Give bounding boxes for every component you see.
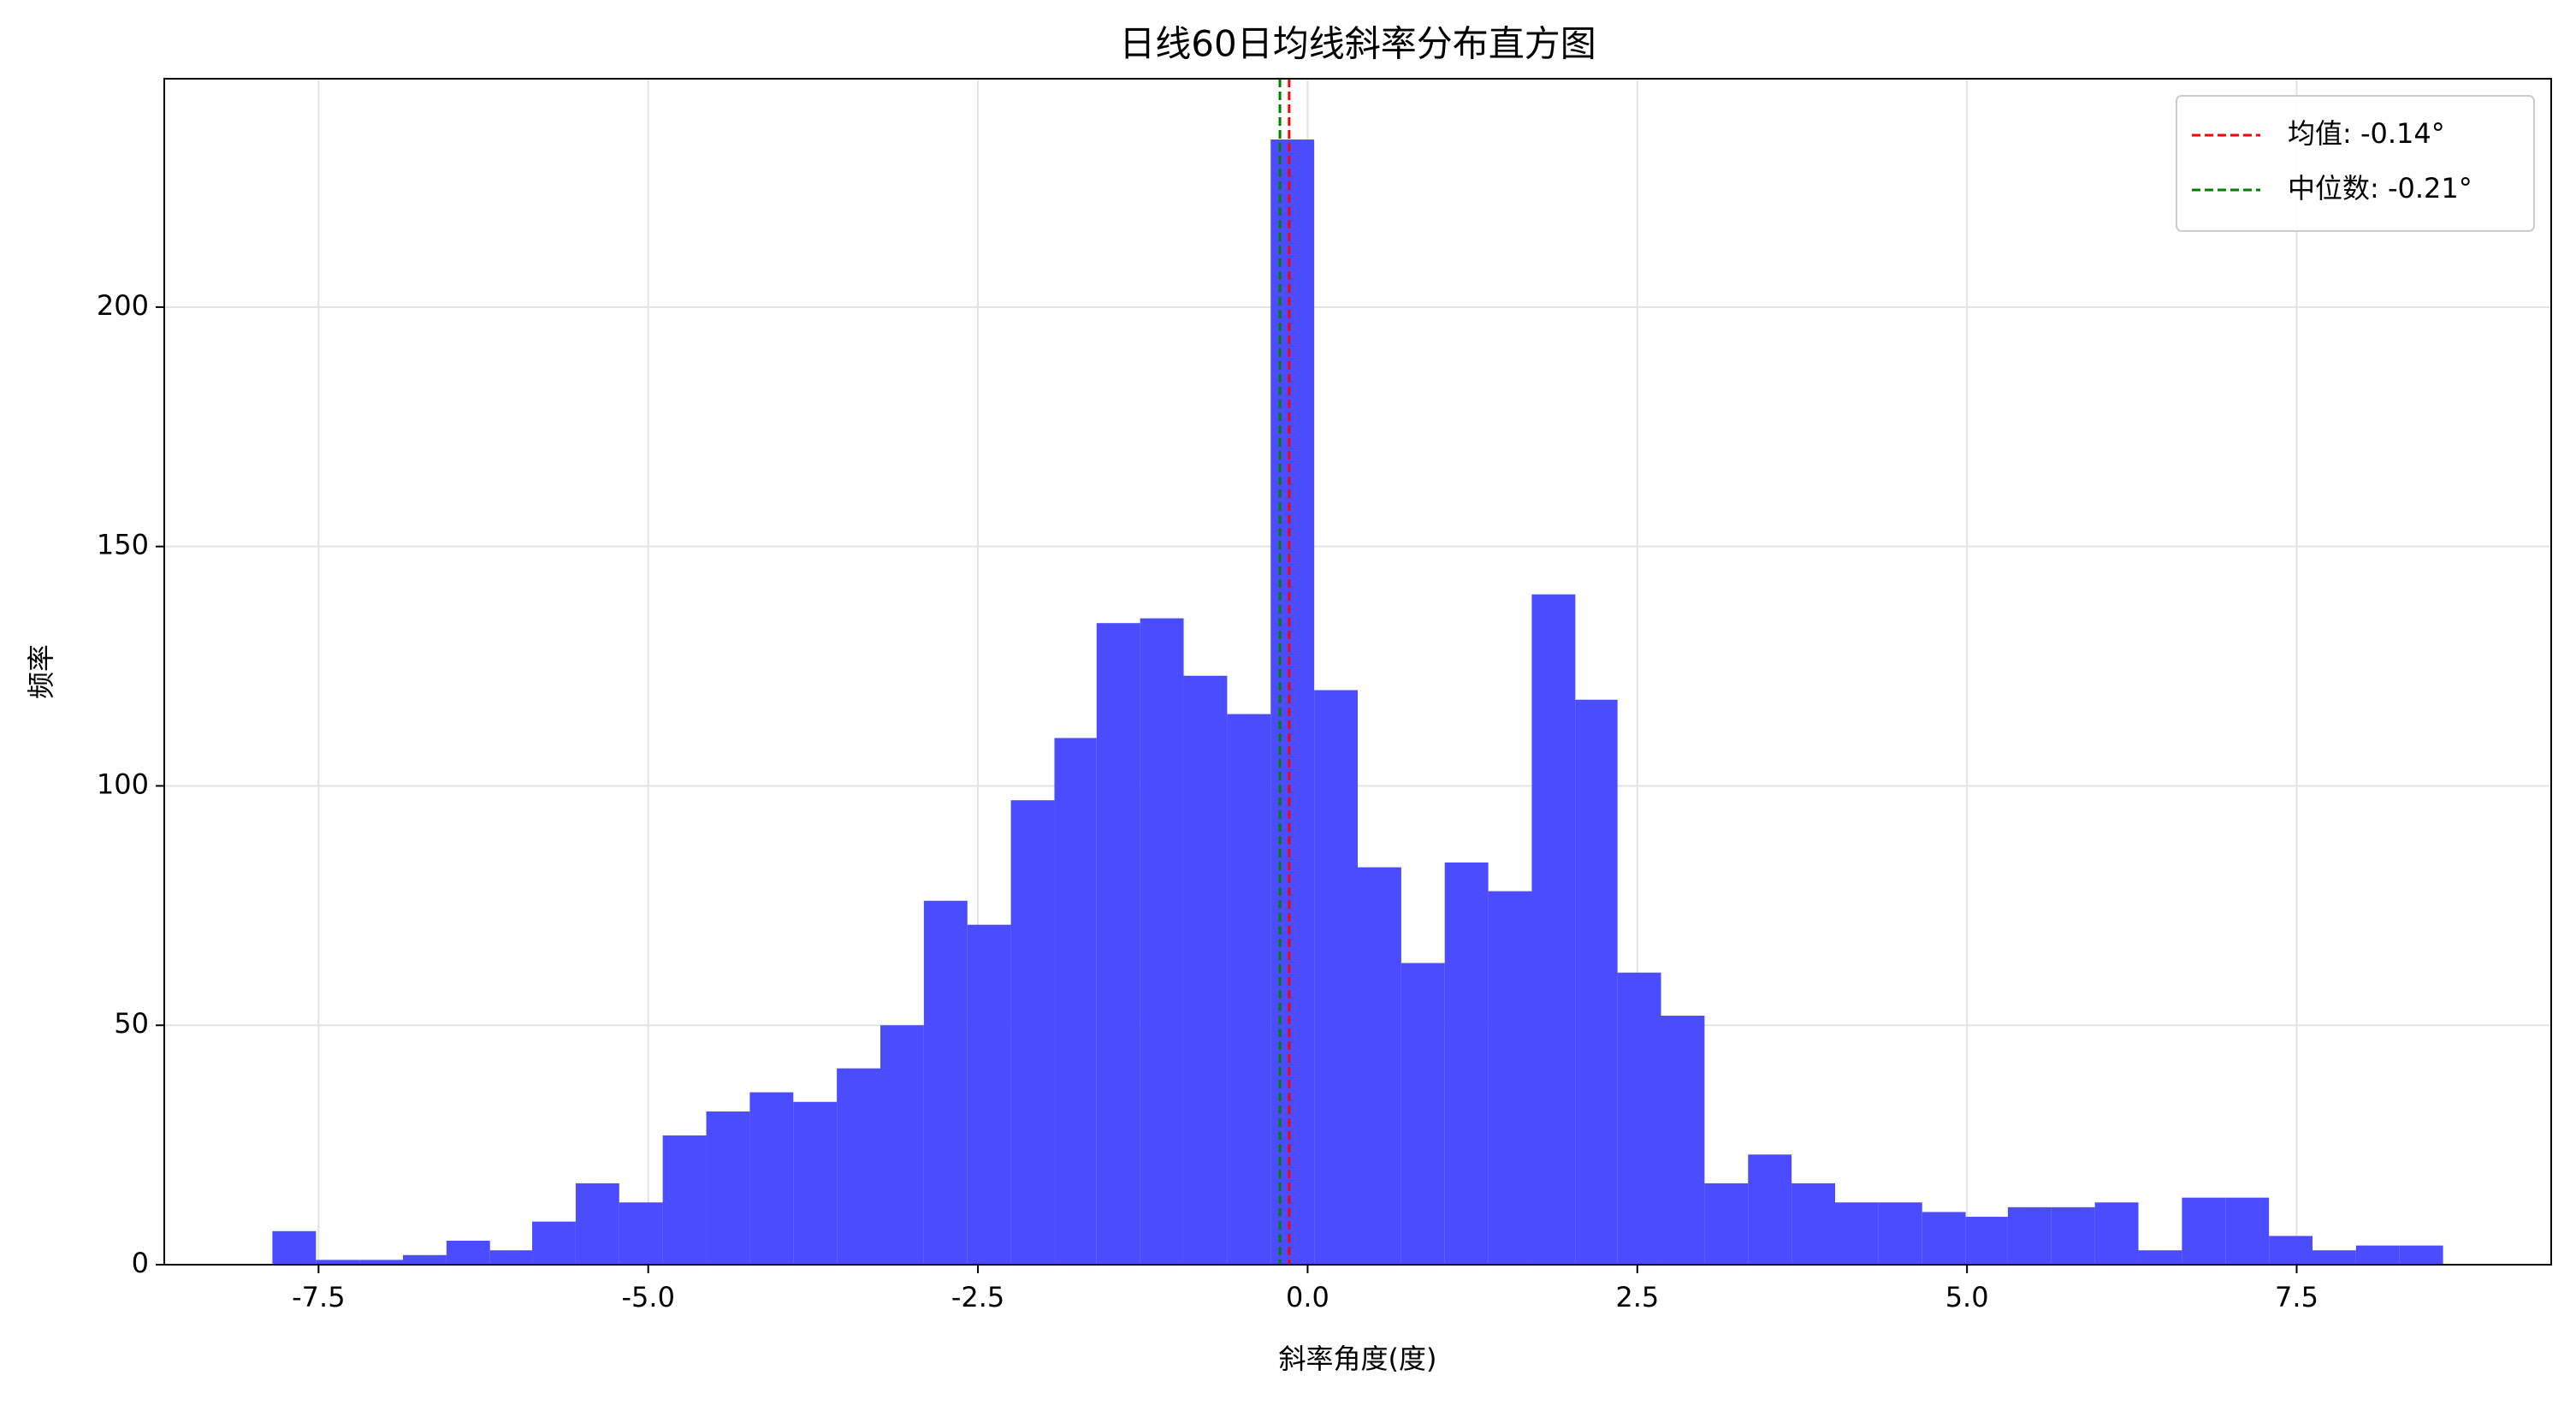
y-axis-label: 频率 xyxy=(25,644,57,699)
x-tick-label: 2.5 xyxy=(1615,1281,1659,1313)
bar xyxy=(793,1101,838,1265)
bar xyxy=(2007,1206,2052,1265)
x-tick-label: -2.5 xyxy=(951,1281,1004,1313)
bar xyxy=(2399,1245,2443,1265)
bar xyxy=(316,1260,360,1265)
bar xyxy=(749,1092,794,1265)
bar xyxy=(1878,1202,1922,1265)
bar xyxy=(403,1254,447,1265)
bar xyxy=(1054,738,1097,1265)
bar xyxy=(1661,1016,1705,1265)
bar xyxy=(1835,1202,1879,1265)
legend-label: 均值: -0.14° xyxy=(2288,117,2445,150)
y-tick-label: 100 xyxy=(97,768,149,800)
bar xyxy=(1096,623,1140,1265)
plot-frame xyxy=(163,78,2552,1266)
x-tick-label: 5.0 xyxy=(1945,1281,1989,1313)
bar xyxy=(1183,675,1228,1265)
bar xyxy=(1488,891,1532,1265)
bar xyxy=(1704,1183,1749,1265)
x-tick-label: -7.5 xyxy=(292,1281,345,1313)
x-tick-label: -5.0 xyxy=(621,1281,674,1313)
bar xyxy=(1444,862,1489,1265)
bar xyxy=(1531,594,1576,1265)
y-tick-label: 200 xyxy=(97,289,149,322)
bar xyxy=(446,1241,490,1265)
bar xyxy=(662,1135,707,1265)
x-tick-label: 0.0 xyxy=(1286,1281,1329,1313)
bar xyxy=(2355,1245,2400,1265)
bar xyxy=(1617,972,1661,1265)
x-axis-label: 斜率角度(度) xyxy=(1279,1343,1437,1375)
bar xyxy=(1010,800,1055,1265)
bar xyxy=(1791,1183,1835,1265)
bar xyxy=(1965,1217,2008,1265)
bar xyxy=(1314,690,1358,1265)
bar xyxy=(1140,618,1184,1265)
bar xyxy=(706,1111,750,1265)
bar xyxy=(1575,699,1618,1265)
bar xyxy=(2312,1250,2356,1265)
bar xyxy=(359,1260,403,1265)
bar xyxy=(619,1202,663,1265)
legend-box xyxy=(2176,95,2535,232)
bar xyxy=(2051,1206,2095,1265)
bar xyxy=(489,1250,533,1265)
y-tick-label: 50 xyxy=(114,1007,149,1040)
bar xyxy=(1748,1154,1792,1265)
bar xyxy=(923,900,968,1265)
bar xyxy=(2138,1250,2182,1265)
bar xyxy=(575,1183,619,1265)
bar xyxy=(2094,1202,2139,1265)
bar xyxy=(2269,1236,2312,1265)
bar xyxy=(967,924,1011,1265)
bar xyxy=(1270,139,1315,1265)
bar xyxy=(1401,963,1445,1265)
bar xyxy=(837,1068,880,1265)
bar xyxy=(1227,714,1271,1265)
legend-label: 中位数: -0.21° xyxy=(2288,172,2472,205)
bar xyxy=(272,1230,317,1265)
chart-title: 日线60日均线斜率分布直方图 xyxy=(1119,23,1596,65)
bar xyxy=(2182,1197,2226,1265)
bar xyxy=(532,1221,576,1265)
y-tick-label: 0 xyxy=(132,1247,149,1279)
bar xyxy=(1922,1212,1966,1265)
bar xyxy=(2225,1197,2270,1265)
x-tick-label: 7.5 xyxy=(2275,1281,2318,1313)
bar xyxy=(1358,867,1401,1265)
bar xyxy=(880,1025,924,1265)
y-tick-label: 150 xyxy=(97,529,149,561)
